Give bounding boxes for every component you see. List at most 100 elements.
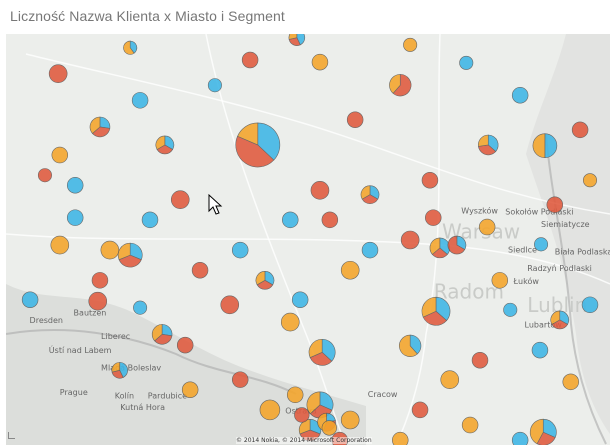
pie-slice-segment-3[interactable] [562,373,579,391]
pie-bubble[interactable] [294,407,310,423]
pie-bubble[interactable] [361,241,379,259]
pie-bubble[interactable] [207,78,222,93]
pie-slice-segment-2[interactable] [571,121,589,139]
pie-bubble[interactable] [421,172,439,189]
pie-slice-segment-2[interactable] [411,401,429,419]
pie-slice-segment-2[interactable] [235,135,275,168]
pie-bubble[interactable] [478,134,499,156]
pie-bubble[interactable] [111,362,128,379]
pie-slice-segment-3[interactable] [50,235,70,255]
pie-bubble[interactable] [88,291,108,311]
pie-slice-segment-1[interactable] [207,78,222,93]
pie-slice-segment-2[interactable] [48,64,68,83]
pie-slice-segment-2[interactable] [176,336,194,354]
pie-bubble[interactable] [321,420,337,436]
pie-bubble[interactable] [66,209,84,226]
pie-bubble[interactable] [447,235,467,255]
pie-bubble[interactable] [429,237,451,259]
pie-bubble[interactable] [360,185,380,204]
pie-bubble[interactable] [280,312,300,332]
pie-slice-segment-1[interactable] [296,34,306,46]
pie-bubble[interactable] [546,196,564,213]
pie-slice-segment-3[interactable] [321,420,337,436]
pie-slice-segment-3[interactable] [478,134,489,147]
pie-slice-segment-2[interactable] [92,126,111,138]
pie-slice-segment-3[interactable] [306,391,321,415]
pie-slice-segment-1[interactable] [119,362,128,378]
pie-bubble[interactable] [531,341,549,359]
pie-slice-segment-3[interactable] [429,237,441,255]
pie-bubble[interactable] [37,168,52,183]
pie-slice-segment-2[interactable] [231,371,249,388]
pie-slice-segment-3[interactable] [155,135,166,150]
pie-slice-segment-1[interactable] [21,291,39,308]
pie-bubble[interactable] [282,211,299,229]
pie-slice-segment-3[interactable] [399,334,418,357]
pie-slice-segment-2[interactable] [478,144,497,156]
pie-bubble[interactable] [170,190,190,209]
pie-bubble[interactable] [181,381,199,398]
pie-slice-segment-1[interactable] [435,296,451,321]
pie-slice-segment-2[interactable] [400,230,420,250]
pie-bubble[interactable] [511,431,529,445]
pie-slice-segment-3[interactable] [311,53,329,71]
pie-bubble[interactable] [392,431,409,445]
pie-slice-segment-1[interactable] [321,338,336,362]
pie-slice-segment-1[interactable] [544,133,558,158]
pie-slice-segment-1[interactable] [66,177,84,194]
pie-bubble[interactable] [133,300,148,315]
pie-bubble[interactable] [571,121,589,139]
pie-slice-segment-3[interactable] [100,240,120,260]
pie-slice-segment-1[interactable] [257,122,281,161]
pie-slice-segment-1[interactable] [534,237,549,252]
pie-bubble[interactable] [255,271,275,290]
pie-bubble[interactable] [411,401,429,419]
pie-slice-segment-1[interactable] [131,92,149,109]
pie-bubble[interactable] [346,111,364,128]
pie-bubble[interactable] [471,352,489,369]
pie-slice-segment-2[interactable] [321,211,339,229]
pie-slice-segment-2[interactable] [422,310,448,326]
pie-bubble[interactable] [389,74,412,97]
pie-slice-segment-2[interactable] [392,74,412,97]
pie-slice-segment-1[interactable] [581,296,599,314]
pie-bubble[interactable] [310,181,330,200]
pie-slice-segment-3[interactable] [51,146,69,164]
pie-slice-segment-2[interactable] [220,295,240,315]
pie-slice-segment-1[interactable] [503,302,518,317]
pie-bubble[interactable] [511,87,529,104]
pie-slice-segment-1[interactable] [291,291,309,308]
pie-bubble[interactable] [562,373,579,391]
pie-bubble[interactable] [51,146,69,164]
pie-bubble[interactable] [340,410,360,430]
pie-slice-segment-3[interactable] [550,310,561,325]
pie-bubble[interactable] [440,370,460,389]
pie-bubble[interactable] [340,260,360,280]
pie-slice-segment-3[interactable] [123,40,135,55]
pie-bubble[interactable] [91,272,109,289]
pie-bubble[interactable] [231,371,249,388]
pie-bubble[interactable] [311,53,329,71]
pie-slice-segment-1[interactable] [141,211,159,229]
pie-slice-segment-1[interactable] [319,391,334,411]
pie-bubble[interactable] [421,296,451,326]
pie-slice-segment-2[interactable] [170,190,190,209]
pie-slice-segment-1[interactable] [282,211,299,229]
pie-slice-segment-3[interactable] [237,122,259,146]
pie-bubble[interactable] [191,262,209,279]
pie-slice-segment-3[interactable] [111,362,121,373]
pie-slice-segment-3[interactable] [299,418,311,435]
pie-slice-segment-2[interactable] [447,235,466,255]
pie-slice-segment-2[interactable] [37,168,52,183]
pie-slice-segment-3[interactable] [286,386,304,404]
pie-slice-segment-3[interactable] [532,133,546,158]
pie-bubble[interactable] [478,218,496,236]
pie-slice-segment-1[interactable] [129,242,143,261]
pie-bubble[interactable] [155,135,175,155]
pie-slice-segment-1[interactable] [487,134,499,152]
pie-slice-segment-3[interactable] [478,218,496,236]
pie-slice-segment-3[interactable] [421,296,437,318]
pie-bubble[interactable] [582,173,598,188]
pie-bubble[interactable] [459,55,474,70]
pie-bubble[interactable] [534,237,549,252]
